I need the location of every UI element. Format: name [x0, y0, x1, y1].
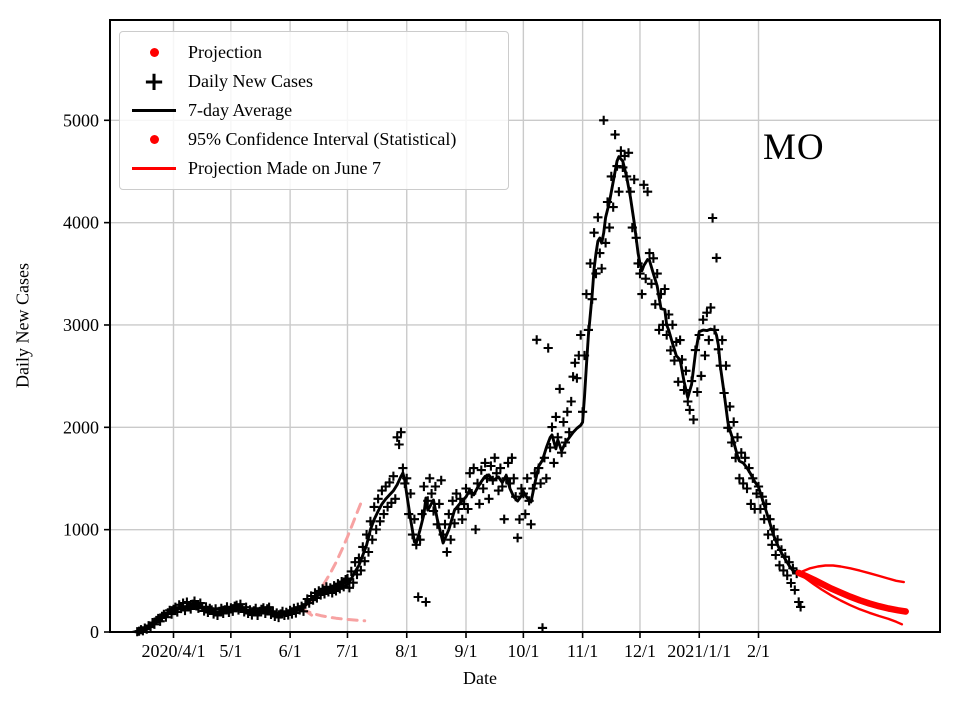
plus-marker-icon: +: [143, 66, 165, 97]
legend-item-confidence-interval: 95% Confidence Interval (Statistical): [120, 125, 508, 154]
red-dot-icon: [120, 135, 188, 144]
axes-frame: [109, 19, 941, 633]
legend-label: 7-day Average: [188, 100, 293, 120]
x-tick-label: 7/1: [336, 641, 359, 661]
legend: Projection + Daily New Cases 7-day Avera…: [119, 31, 509, 190]
x-axis-label: Date: [463, 668, 497, 688]
region-title: MO: [763, 127, 825, 168]
x-tick-label: 8/1: [395, 641, 418, 661]
y-axis-label: Daily New Cases: [12, 263, 33, 388]
y-tick-label: 3000: [63, 315, 99, 335]
black-line-icon: [120, 108, 188, 113]
confidence-interval-lower: [797, 571, 904, 626]
legend-label: Daily New Cases: [188, 71, 313, 91]
red-line-icon: [120, 166, 188, 171]
y-tick-label: 5000: [63, 110, 99, 130]
june7-projection-upper: [300, 501, 363, 610]
legend-item-june7-projection: Projection Made on June 7: [120, 154, 508, 183]
x-tick-label: 2021/1/1: [667, 641, 731, 661]
y-tick-label: 4000: [63, 213, 99, 233]
y-tick-label: 2000: [63, 417, 99, 437]
confidence-interval-upper: [797, 564, 905, 584]
legend-item-projection: Projection: [120, 38, 508, 67]
x-tick-label: 2/1: [747, 641, 770, 661]
x-tick-label: 2020/4/1: [141, 641, 205, 661]
red-dot-icon: [120, 48, 188, 57]
legend-label: Projection: [188, 42, 262, 62]
x-tick-label: 6/1: [279, 641, 302, 661]
x-tick-label: 11/1: [567, 641, 598, 661]
legend-label: Projection Made on June 7: [188, 158, 381, 178]
y-tick-label: 0: [90, 622, 99, 642]
x-tick-label: 9/1: [454, 641, 477, 661]
x-tick-label: 12/1: [624, 641, 656, 661]
x-tick-label: 5/1: [219, 641, 242, 661]
x-tick-label: 10/1: [507, 641, 539, 661]
y-tick-label: 1000: [63, 520, 99, 540]
daily-new-cases-scatter: [132, 115, 806, 637]
legend-item-daily-new-cases: + Daily New Cases: [120, 67, 508, 96]
legend-item-7day-average: 7-day Average: [120, 96, 508, 125]
legend-label: 95% Confidence Interval (Statistical): [188, 129, 457, 149]
projection-line: [795, 569, 909, 615]
